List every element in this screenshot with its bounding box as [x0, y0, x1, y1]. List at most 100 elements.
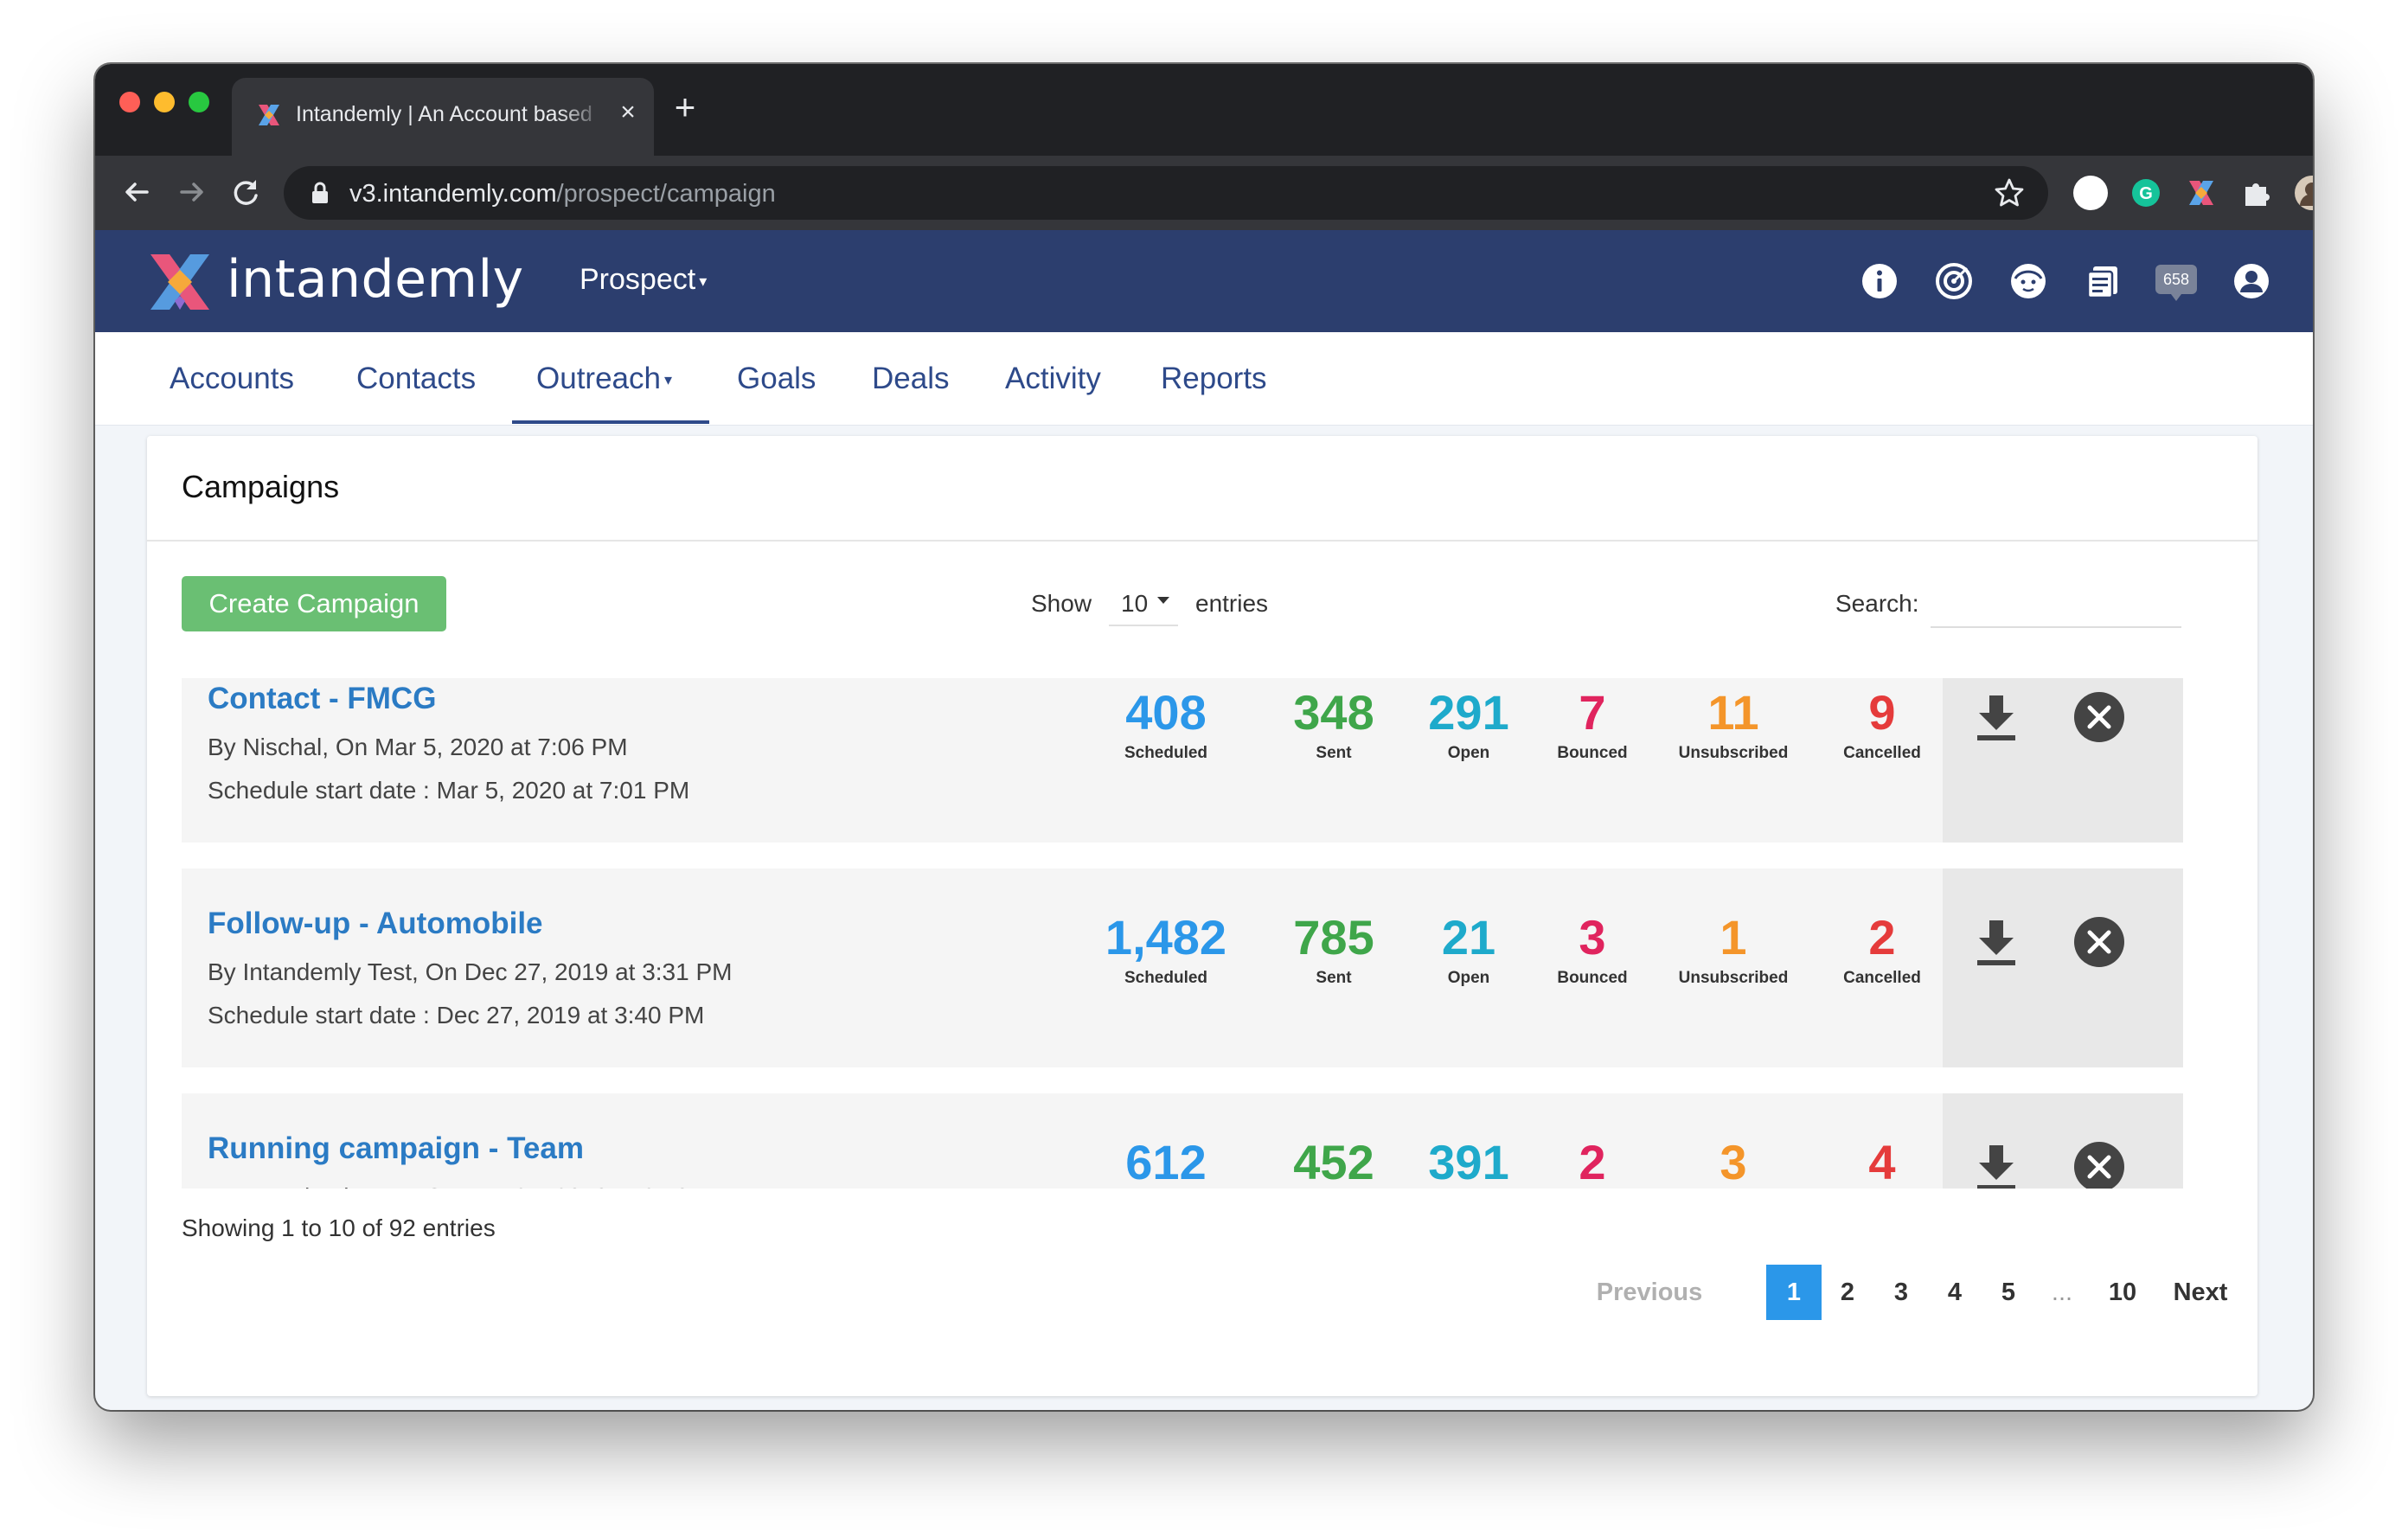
show-label: Show [1031, 590, 1092, 617]
info-icon[interactable] [1860, 261, 1899, 301]
forward-button[interactable] [173, 173, 211, 211]
stat-value: 408 [1125, 685, 1207, 740]
stat-label: Scheduled [1124, 744, 1208, 762]
stat-value: 291 [1428, 685, 1509, 740]
nav-contacts[interactable]: Contacts [356, 362, 477, 395]
address-bar[interactable]: v3.intandemly.com/prospect/campaign [284, 166, 2048, 220]
cancel-campaign-icon[interactable] [2072, 915, 2126, 969]
cancel-campaign-icon[interactable] [2072, 1140, 2126, 1189]
stat-bounced: 7 Bounced [1515, 685, 1670, 763]
arrow-left-icon [125, 183, 149, 202]
stat-value: 2 [1579, 1135, 1606, 1189]
stat-label: Open [1447, 969, 1490, 987]
module-label: Prospect [580, 263, 696, 296]
stat-label: Sent [1316, 969, 1352, 987]
new-tab-button[interactable]: + [674, 87, 696, 127]
stat-value: 348 [1293, 685, 1374, 740]
nav-goals[interactable]: Goals [737, 362, 817, 395]
browser-toolbar: v3.intandemly.com/prospect/campaign G [95, 156, 2313, 230]
pagination-ellipsis: ... [2051, 1278, 2073, 1306]
pagination-previous[interactable]: Previous [1596, 1278, 1703, 1306]
user-avatar-icon[interactable] [2294, 175, 2313, 211]
campaign-name-link[interactable]: Running campaign - Team [208, 1131, 584, 1165]
page-size-select[interactable]: 10 [1109, 578, 1178, 626]
card-title: Campaigns [182, 469, 340, 504]
search-input[interactable] [1931, 576, 2181, 628]
url-path: /prospect/campaign [556, 180, 776, 208]
target-icon[interactable] [1934, 261, 1974, 301]
tab-close-icon[interactable]: × [620, 98, 636, 126]
stat-cancelled: 2 Cancelled [1804, 910, 1960, 988]
logo-text[interactable]: intandemly [227, 249, 524, 310]
caret-down-icon [1157, 597, 1169, 604]
intandemly-logo-icon [150, 254, 209, 310]
close-window-button[interactable] [119, 92, 140, 112]
stat-unsubscribed: 1 Unsubscribed [1656, 910, 1811, 988]
stat-label: Unsubscribed [1678, 969, 1789, 987]
extensions-puzzle-icon[interactable] [2238, 175, 2275, 211]
campaign-list[interactable]: Contact - FMCG By Nischal, On Mar 5, 2020… [182, 678, 2183, 1189]
stat-scheduled: 1,482 Scheduled [1088, 910, 1244, 988]
download-icon[interactable] [1972, 915, 2021, 967]
stat-value: 11 [1707, 685, 1759, 740]
campaign-name-link[interactable]: Follow-up - Automobile [208, 907, 543, 940]
pagination-page-4[interactable]: 4 [1947, 1278, 1963, 1306]
download-icon[interactable] [1972, 1140, 2021, 1189]
back-button[interactable] [118, 173, 156, 211]
campaigns-card: Campaigns Create Campaign Show 10 entrie… [147, 436, 2258, 1396]
campaign-row: Contact - FMCG By Nischal, On Mar 5, 2020… [182, 678, 2183, 843]
active-tab-underline [512, 420, 709, 424]
browser-tab[interactable]: Intandemly | An Account based × [232, 78, 654, 156]
grammarly-extension-icon[interactable]: G [2128, 175, 2164, 211]
stat-value: 3 [1720, 1135, 1747, 1189]
stat-value: 391 [1428, 1135, 1509, 1189]
nav-activity[interactable]: Activity [1005, 362, 1101, 395]
stat-label: Cancelled [1843, 969, 1921, 987]
nav-outreach[interactable]: Outreach ▾ [536, 362, 672, 396]
minimize-window-button[interactable] [154, 92, 175, 112]
stat-value: 2 [1868, 910, 1896, 964]
nav-reports[interactable]: Reports [1161, 362, 1267, 395]
campaign-schedule: Schedule start date : Dec 27, 2019 at 3:… [208, 1002, 705, 1029]
cancel-campaign-icon[interactable] [2072, 690, 2126, 744]
reload-button[interactable] [227, 173, 265, 211]
stat-value: 612 [1125, 1135, 1207, 1189]
stat-value: 3 [1579, 910, 1606, 964]
stat-cancelled: 4Cancelled [1804, 1135, 1960, 1189]
pagination-next[interactable]: Next [2173, 1278, 2228, 1306]
maximize-window-button[interactable] [189, 92, 209, 112]
pagination-page-1[interactable]: 1 [1766, 1265, 1822, 1320]
stat-label: Open [1447, 744, 1490, 762]
pagination-page-3[interactable]: 3 [1893, 1278, 1909, 1306]
stat-label: Cancelled [1843, 744, 1921, 762]
stat-sent: 452Sent [1256, 1135, 1412, 1189]
stat-unsubscribed: 11 Unsubscribed [1656, 685, 1811, 763]
face-icon[interactable] [2008, 261, 2048, 301]
notification-count-badge[interactable]: 658 [2155, 265, 2197, 301]
stat-label: Bounced [1557, 969, 1628, 987]
intandemly-favicon-icon [259, 105, 279, 125]
bookmark-star-icon[interactable] [1993, 176, 2026, 209]
create-campaign-button[interactable]: Create Campaign [182, 576, 446, 631]
intandemly-extension-icon[interactable] [2183, 175, 2219, 211]
tab-bar: Intandemly | An Account based × + [95, 64, 2313, 156]
campaign-author: By Nischal, On Mar 5, 2020 at 7:06 PM [208, 734, 628, 760]
row-actions [1943, 678, 2183, 843]
pagination-page-2[interactable]: 2 [1840, 1278, 1855, 1306]
pagination-page-10[interactable]: 10 [2108, 1278, 2137, 1306]
module-dropdown[interactable]: Prospect ▾ [580, 263, 707, 297]
entries-summary: Showing 1 to 10 of 92 entries [182, 1214, 496, 1241]
nav-deals[interactable]: Deals [872, 362, 950, 395]
download-icon[interactable] [1972, 690, 2021, 742]
stat-value: 7 [1579, 685, 1606, 740]
campaign-author: By Intandemly Test, On Dec 27, 2019 at 3… [208, 958, 733, 985]
stat-value: 1 [1720, 910, 1747, 964]
profile-circle-icon[interactable] [2072, 175, 2109, 211]
pagination-page-5[interactable]: 5 [2001, 1278, 2016, 1306]
documents-icon[interactable] [2083, 261, 2123, 301]
nav-accounts[interactable]: Accounts [170, 362, 294, 395]
account-circle-icon[interactable] [2232, 261, 2271, 301]
stat-bounced: 2Bounced [1515, 1135, 1670, 1189]
lock-icon [312, 182, 328, 203]
campaign-name-link[interactable]: Contact - FMCG [208, 682, 437, 715]
